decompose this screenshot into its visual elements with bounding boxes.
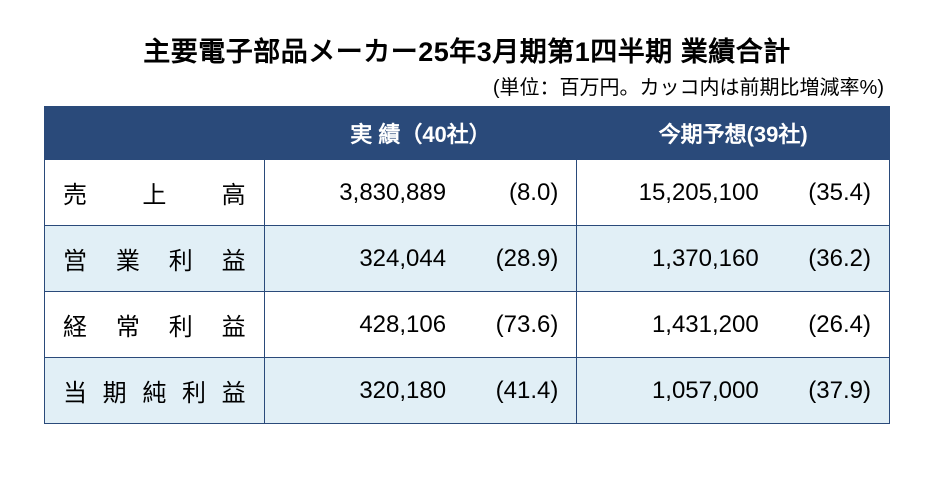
forecast-pct: (35.4) xyxy=(763,160,890,226)
forecast-value: 1,057,000 xyxy=(577,358,763,424)
forecast-value: 1,370,160 xyxy=(577,226,763,292)
row-label: 当期純利益 xyxy=(45,358,265,424)
header-forecast: 今期予想(39社) xyxy=(577,107,890,160)
forecast-pct: (36.2) xyxy=(763,226,890,292)
header-actual: 実 績（40社） xyxy=(264,107,577,160)
actual-value: 3,830,889 xyxy=(264,160,450,226)
row-label: 経常利益 xyxy=(45,292,265,358)
forecast-value: 1,431,200 xyxy=(577,292,763,358)
forecast-value: 15,205,100 xyxy=(577,160,763,226)
row-label: 営業利益 xyxy=(45,226,265,292)
table-row: 当期純利益 320,180 (41.4) 1,057,000 (37.9) xyxy=(45,358,890,424)
forecast-pct: (37.9) xyxy=(763,358,890,424)
actual-pct: (28.9) xyxy=(450,226,577,292)
actual-value: 324,044 xyxy=(264,226,450,292)
forecast-pct: (26.4) xyxy=(763,292,890,358)
actual-pct: (8.0) xyxy=(450,160,577,226)
actual-value: 428,106 xyxy=(264,292,450,358)
table-row: 経常利益 428,106 (73.6) 1,431,200 (26.4) xyxy=(45,292,890,358)
actual-pct: (73.6) xyxy=(450,292,577,358)
actual-pct: (41.4) xyxy=(450,358,577,424)
table-header-row: 実 績（40社） 今期予想(39社) xyxy=(45,107,890,160)
results-table: 実 績（40社） 今期予想(39社) 売上高 3,830,889 (8.0) 1… xyxy=(44,106,890,424)
table-row: 売上高 3,830,889 (8.0) 15,205,100 (35.4) xyxy=(45,160,890,226)
header-blank xyxy=(45,107,265,160)
table-row: 営業利益 324,044 (28.9) 1,370,160 (36.2) xyxy=(45,226,890,292)
actual-value: 320,180 xyxy=(264,358,450,424)
page-subtitle: (単位：百万円。カッコ内は前期比増減率%) xyxy=(44,71,884,100)
page-title: 主要電子部品メーカー25年3月期第1四半期 業績合計 xyxy=(44,30,890,69)
row-label: 売上高 xyxy=(45,160,265,226)
